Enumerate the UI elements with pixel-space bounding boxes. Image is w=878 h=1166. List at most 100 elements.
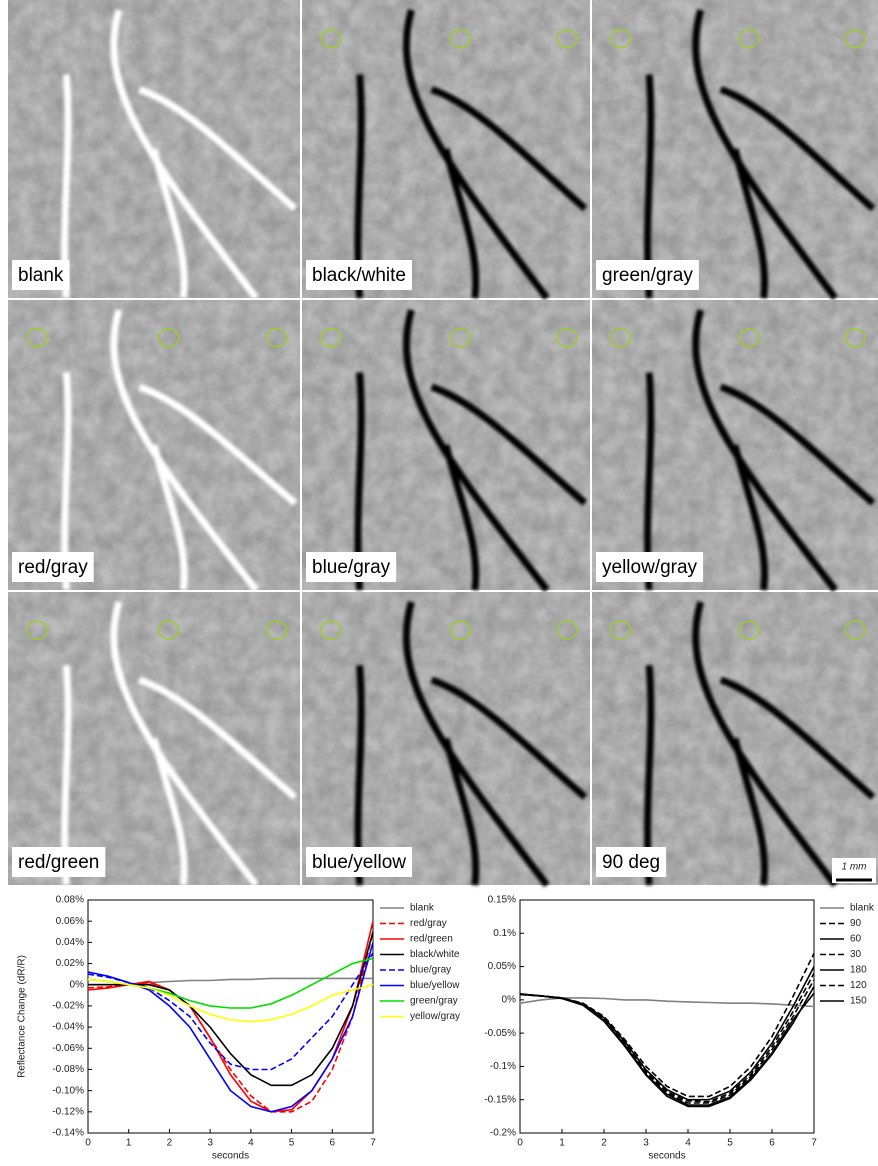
x-tick-label: 6 [330, 1138, 336, 1149]
x-axis-label: seconds [648, 1151, 685, 1162]
roi-circle [26, 327, 48, 348]
series-line [87, 921, 374, 1113]
panel-label: red/green [18, 852, 99, 873]
plot-frame [87, 899, 374, 1134]
roi-circle [738, 620, 761, 640]
y-tick-label: -0.05% [484, 1028, 516, 1039]
y-axis-label: Reflectance Change (dR/R) [17, 955, 28, 1078]
roi-circle [26, 620, 48, 640]
vessel [61, 9, 298, 301]
x-tick-label: 0 [85, 1138, 91, 1149]
legend-label: red/green [410, 934, 453, 945]
y-tick-label: -0.2% [490, 1128, 516, 1139]
image-panel: yellow/gray [592, 300, 878, 593]
y-tick-label: 0.05% [488, 961, 516, 972]
x-tick-label: 7 [811, 1138, 817, 1149]
roi-circle [609, 327, 632, 348]
vessel [354, 9, 588, 301]
y-tick-label: 0.04% [56, 937, 84, 948]
y-tick-label: 0.15% [488, 895, 516, 906]
image-panel: blue/yellow [302, 592, 590, 888]
scale-bar-label: 1 mm [842, 862, 867, 873]
roi-circle [556, 620, 578, 640]
series-line [519, 952, 815, 1098]
legend-label: 180 [850, 965, 867, 976]
image-panel: blue/gray [302, 300, 590, 593]
panel-label: yellow/gray [602, 557, 698, 578]
x-tick-label: 4 [685, 1138, 691, 1149]
roi-circle [320, 327, 342, 348]
y-tick-label: 0.06% [56, 916, 84, 927]
y-tick-label: -0.08% [52, 1064, 84, 1075]
roi-circle [320, 28, 342, 49]
vessel [644, 309, 876, 593]
legend-label: yellow/gray [410, 1011, 460, 1022]
y-tick-label: -0.15% [484, 1094, 516, 1105]
legend-label: blank [410, 903, 435, 914]
y-tick-label: 0.08% [56, 895, 84, 906]
roi-circle [449, 620, 472, 640]
roi-circle [265, 327, 288, 348]
roi-circle [844, 327, 866, 348]
x-tick-label: 2 [167, 1138, 173, 1149]
roi-circle [609, 28, 632, 49]
roi-circle [157, 620, 180, 640]
vessel [61, 600, 298, 888]
legend-label: 90 [850, 918, 862, 929]
label-box [596, 847, 667, 877]
x-tick-label: 6 [769, 1138, 775, 1149]
legend-label: 60 [850, 934, 862, 945]
x-tick-label: 5 [727, 1138, 733, 1149]
roi-circle [844, 28, 866, 49]
vessel [644, 601, 876, 888]
label-box [306, 552, 397, 582]
image-panel: 90 deg [592, 592, 878, 888]
panel-label: red/gray [18, 557, 88, 578]
panel-label: 90 deg [602, 852, 660, 873]
x-tick-label: 1 [559, 1138, 565, 1149]
y-tick-label: 0% [502, 994, 517, 1005]
y-tick-label: -0.1% [490, 1061, 516, 1072]
roi-circle [320, 620, 342, 640]
series-line [519, 966, 815, 1101]
y-tick-label: -0.10% [52, 1085, 84, 1096]
legend-label: black/white [410, 949, 460, 960]
roi-circle [556, 28, 578, 49]
legend-label: blank [850, 903, 875, 914]
legend-label: red/gray [410, 918, 447, 929]
image-panel: red/gray [8, 300, 300, 593]
roi-circle [449, 28, 472, 49]
y-tick-label: 0.02% [56, 958, 84, 969]
legend-label: 150 [850, 996, 867, 1007]
legend-label: 30 [850, 949, 862, 960]
x-tick-label: 7 [370, 1138, 376, 1149]
roi-circle [556, 327, 578, 348]
series-line [519, 992, 815, 1106]
x-tick-label: 0 [517, 1138, 523, 1149]
y-tick-label: -0.14% [52, 1128, 84, 1139]
vessel [61, 308, 298, 593]
vessel [354, 601, 588, 888]
image-panel: green/gray [592, 0, 878, 301]
vessel [644, 9, 876, 301]
roi-circle [738, 327, 761, 348]
x-tick-label: 5 [289, 1138, 295, 1149]
roi-circle [265, 620, 288, 640]
series-line [87, 942, 374, 1113]
legend-label: 120 [850, 980, 867, 991]
y-tick-label: -0.12% [52, 1106, 84, 1117]
roi-circle [609, 620, 632, 640]
x-axis-label: seconds [212, 1151, 249, 1162]
legend-label: green/gray [410, 996, 458, 1007]
panel-label: blue/yellow [312, 852, 406, 873]
roi-circle [449, 327, 472, 348]
label-box [306, 260, 412, 290]
image-panel: red/green [8, 592, 300, 888]
y-tick-label: -0.06% [52, 1043, 84, 1054]
label-box [596, 552, 704, 582]
label-box [12, 260, 70, 290]
series-line [519, 997, 815, 1008]
x-tick-label: 1 [126, 1138, 132, 1149]
y-tick-label: 0% [70, 979, 85, 990]
